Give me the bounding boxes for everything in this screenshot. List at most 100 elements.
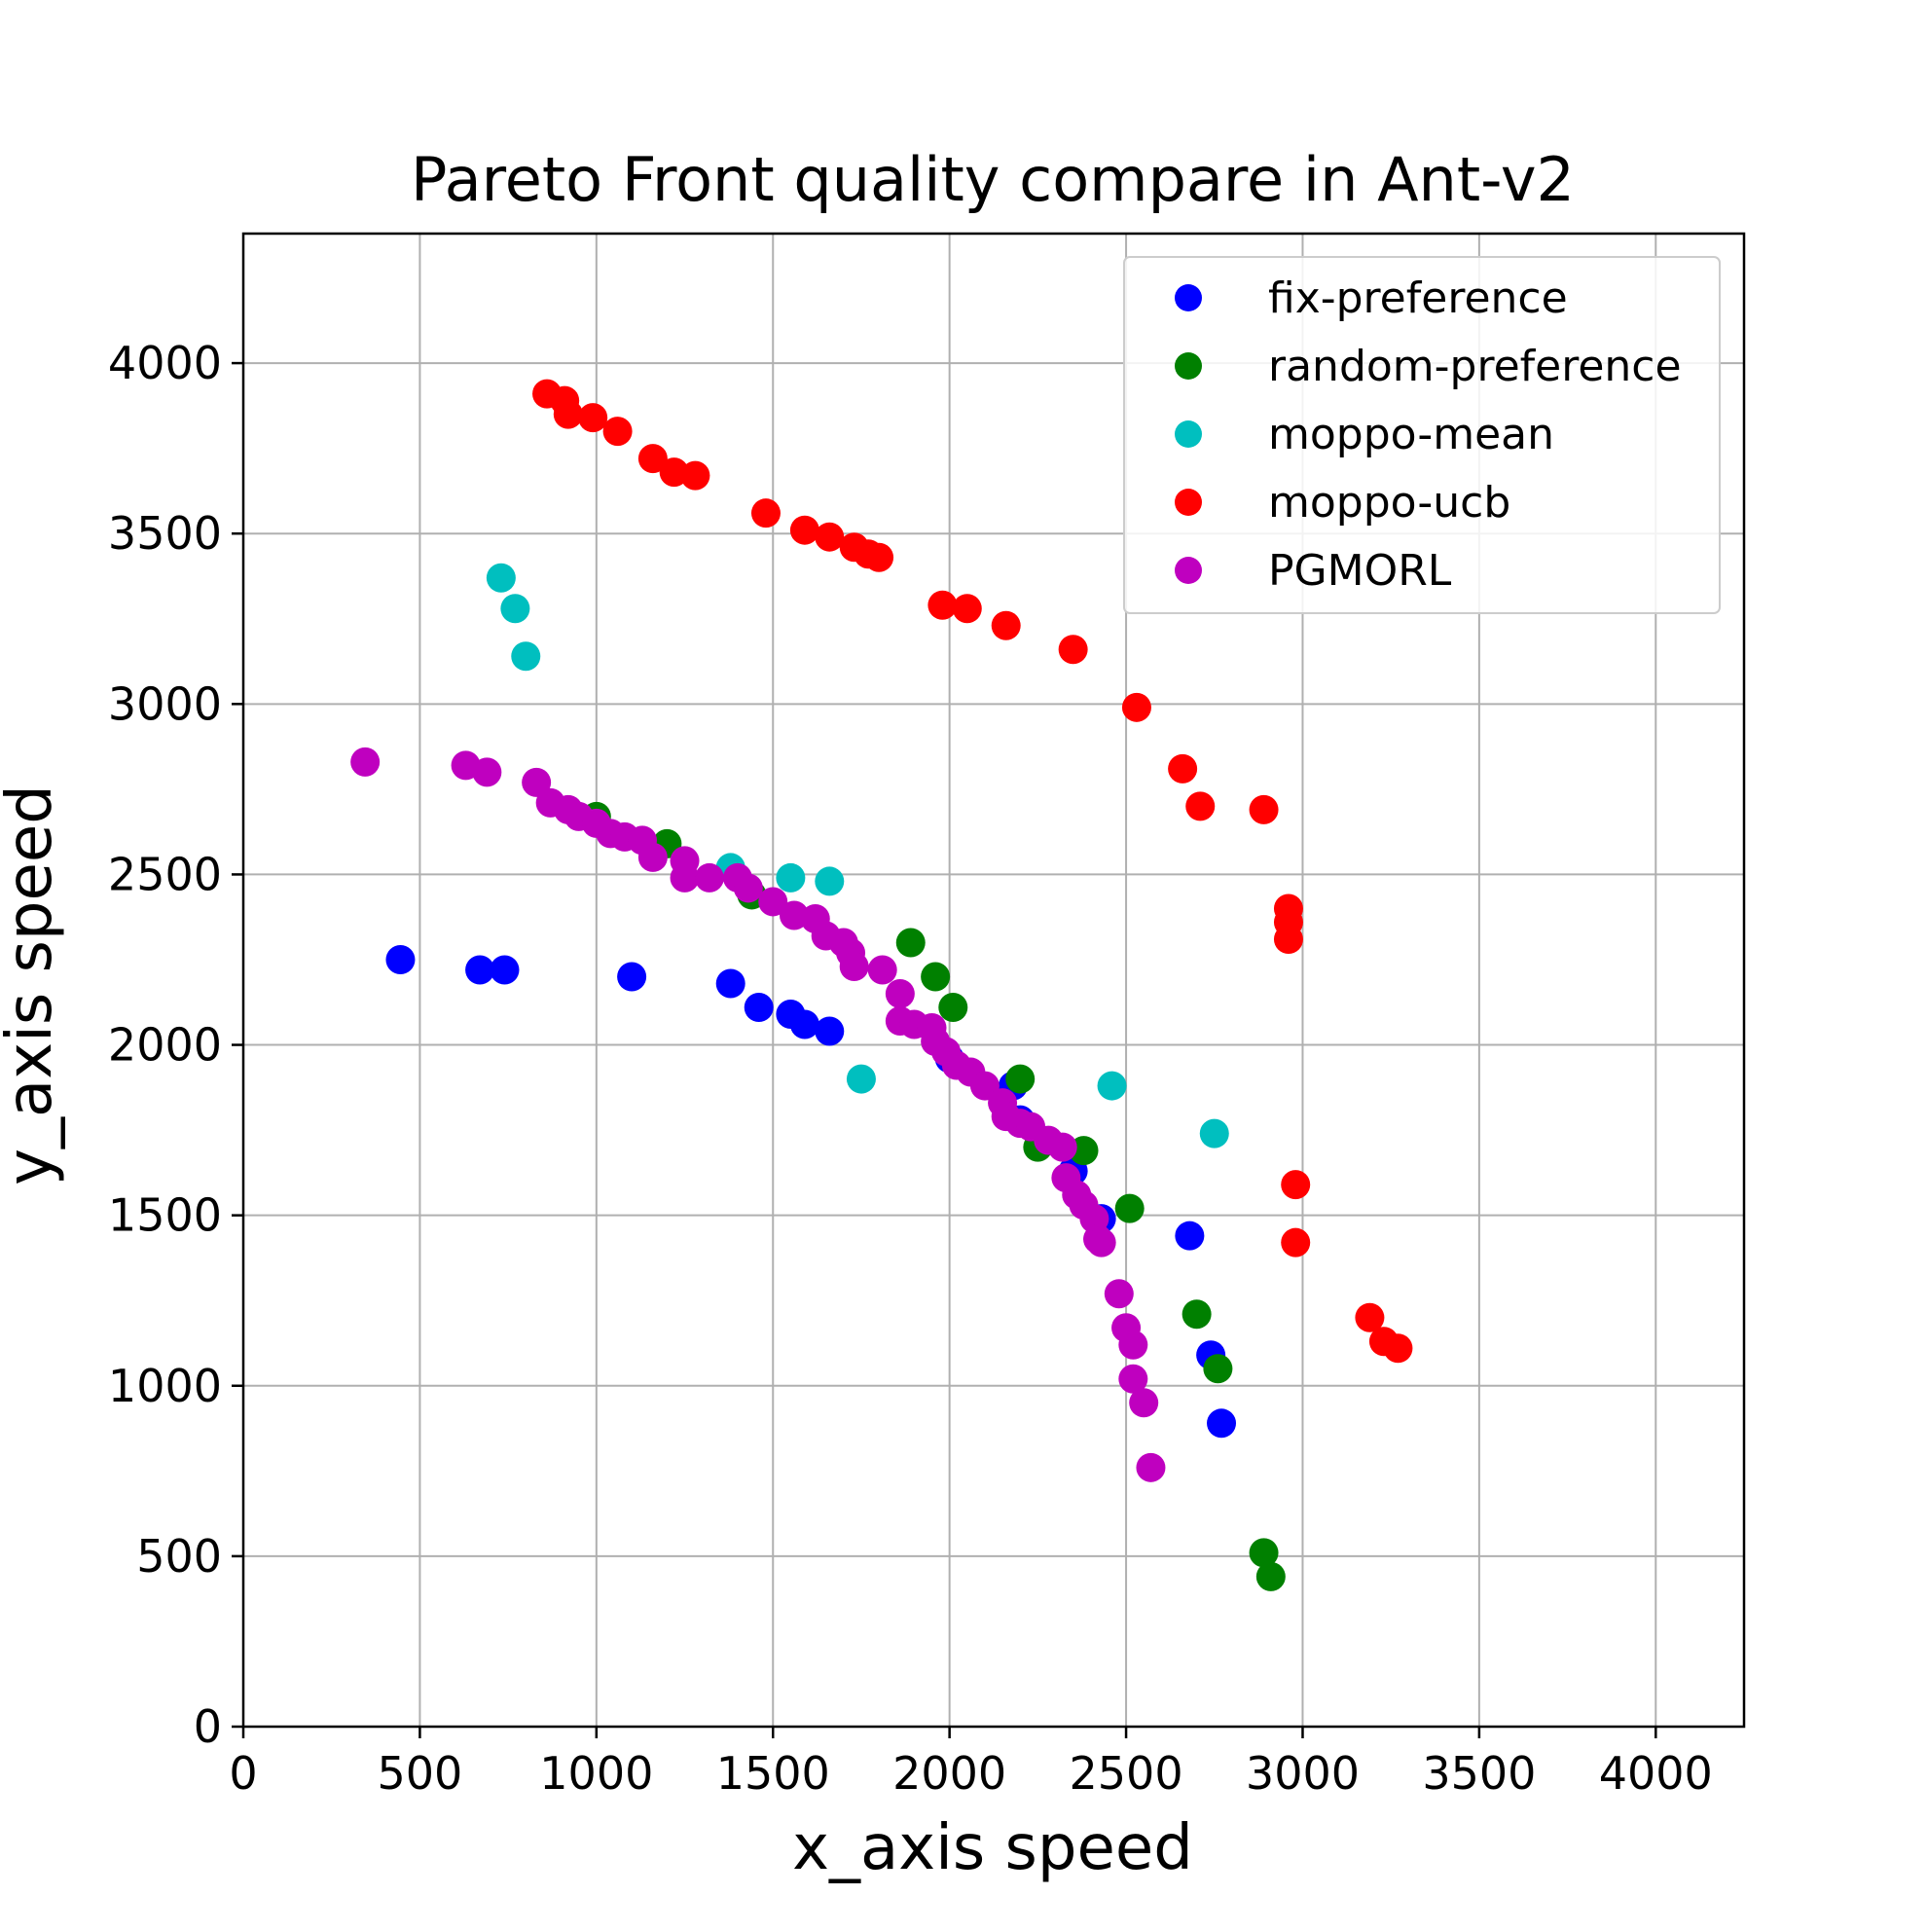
data-point bbox=[1281, 1227, 1311, 1258]
x-tick-label: 3000 bbox=[1246, 1747, 1360, 1800]
x-tick-label: 500 bbox=[378, 1747, 463, 1800]
legend-marker bbox=[1175, 284, 1202, 311]
x-tick-label: 4000 bbox=[1599, 1747, 1713, 1800]
data-point bbox=[617, 962, 647, 992]
data-point bbox=[1207, 1408, 1237, 1439]
data-point bbox=[637, 842, 668, 872]
legend-marker bbox=[1175, 420, 1202, 448]
data-point bbox=[472, 757, 502, 787]
data-point bbox=[1086, 1227, 1116, 1258]
x-tick-label: 2500 bbox=[1070, 1747, 1183, 1800]
data-point bbox=[927, 590, 958, 620]
data-point bbox=[1273, 924, 1303, 954]
legend-item: random-preference bbox=[1175, 342, 1682, 391]
data-point bbox=[744, 993, 774, 1023]
series-PGMORL bbox=[350, 747, 1166, 1482]
chart-title: Pareto Front quality compare in Ant-v2 bbox=[411, 144, 1575, 215]
data-point bbox=[867, 955, 897, 985]
legend-label: PGMORL bbox=[1268, 546, 1452, 596]
data-point bbox=[1168, 753, 1198, 784]
data-point bbox=[511, 641, 541, 672]
y-tick-label: 0 bbox=[194, 1700, 222, 1753]
x-tick-label: 2000 bbox=[892, 1747, 1006, 1800]
x-axis-label: x_axis speed bbox=[792, 1812, 1193, 1884]
legend-box bbox=[1123, 256, 1721, 614]
data-point bbox=[938, 993, 968, 1023]
data-point bbox=[839, 951, 869, 981]
data-point bbox=[1203, 1354, 1233, 1384]
data-point bbox=[490, 955, 520, 985]
data-point bbox=[1383, 1333, 1413, 1364]
data-point bbox=[991, 610, 1021, 640]
data-point bbox=[815, 866, 845, 896]
data-point bbox=[789, 515, 819, 545]
data-point bbox=[486, 563, 516, 593]
data-point bbox=[465, 955, 495, 985]
y-tick-label: 3000 bbox=[108, 677, 222, 730]
y-tick-label: 2500 bbox=[108, 848, 222, 900]
y-tick-label: 500 bbox=[136, 1530, 222, 1583]
data-point bbox=[1129, 1388, 1159, 1418]
data-point bbox=[1199, 1118, 1229, 1148]
legend: fix-preference random-preference moppo-mea… bbox=[1123, 256, 1721, 614]
data-point bbox=[1047, 1132, 1077, 1162]
y-tick-label: 1500 bbox=[108, 1189, 222, 1242]
data-point bbox=[921, 962, 951, 992]
data-point bbox=[1118, 1330, 1148, 1360]
data-point bbox=[522, 767, 552, 797]
plot-frame bbox=[241, 232, 1746, 1729]
data-point bbox=[680, 460, 710, 491]
data-point bbox=[758, 887, 788, 917]
data-point bbox=[670, 862, 700, 893]
y-tick-label: 1000 bbox=[108, 1360, 222, 1412]
data-point bbox=[1255, 1561, 1286, 1591]
data-point bbox=[1185, 791, 1216, 821]
data-point bbox=[578, 403, 608, 433]
data-point bbox=[776, 862, 806, 893]
data-point bbox=[1005, 1064, 1036, 1094]
data-point bbox=[694, 862, 724, 893]
data-point bbox=[1097, 1071, 1127, 1101]
data-point bbox=[1104, 1279, 1134, 1309]
x-tick-label: 1500 bbox=[716, 1747, 830, 1800]
legend-marker bbox=[1175, 557, 1202, 584]
legend-item: PGMORL bbox=[1175, 546, 1452, 596]
data-point bbox=[385, 944, 416, 974]
data-point bbox=[1136, 1452, 1166, 1482]
x-tick-label: 0 bbox=[229, 1747, 257, 1800]
data-point bbox=[1058, 635, 1088, 665]
x-tick-label: 1000 bbox=[539, 1747, 653, 1800]
data-point bbox=[1249, 1538, 1279, 1568]
data-point bbox=[637, 444, 668, 474]
data-point bbox=[846, 1064, 876, 1094]
series-moppo-ucb bbox=[532, 379, 1413, 1364]
legend-label: fix-preference bbox=[1268, 273, 1568, 323]
data-point bbox=[1249, 794, 1279, 824]
data-point bbox=[1175, 1221, 1205, 1251]
data-point bbox=[1182, 1299, 1212, 1330]
data-point bbox=[885, 979, 915, 1009]
data-point bbox=[815, 522, 845, 552]
y-tick-label: 3500 bbox=[108, 507, 222, 560]
data-points bbox=[350, 379, 1413, 1591]
legend-item: moppo-mean bbox=[1175, 410, 1554, 459]
data-point bbox=[789, 1009, 819, 1039]
legend-marker bbox=[1175, 489, 1202, 516]
legend-label: moppo-mean bbox=[1268, 410, 1554, 459]
legend-item: moppo-ucb bbox=[1175, 478, 1510, 528]
legend-label: moppo-ucb bbox=[1268, 478, 1510, 528]
data-point bbox=[1114, 1193, 1145, 1223]
data-point bbox=[1281, 1170, 1311, 1200]
data-point bbox=[715, 968, 745, 999]
data-point bbox=[733, 873, 763, 903]
legend-item: fix-preference bbox=[1175, 273, 1568, 323]
data-point bbox=[1355, 1302, 1385, 1332]
y-axis-label: y_axis speed bbox=[0, 784, 66, 1185]
x-tick-label: 3500 bbox=[1422, 1747, 1536, 1800]
legend-label: random-preference bbox=[1268, 342, 1682, 391]
data-point bbox=[895, 928, 926, 958]
legend-marker bbox=[1175, 352, 1202, 380]
data-point bbox=[750, 498, 781, 529]
